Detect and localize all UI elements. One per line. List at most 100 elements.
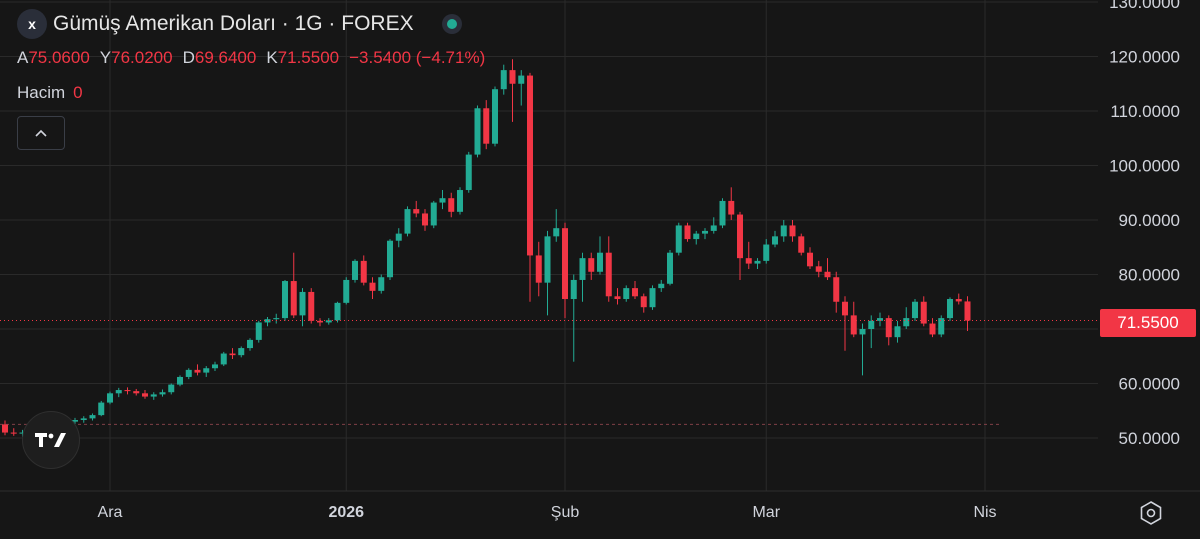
last-price-badge: 71.5500 <box>1100 309 1196 337</box>
candle <box>912 299 918 321</box>
candle-body <box>544 236 551 283</box>
candle-body <box>185 369 192 377</box>
candle-body <box>80 418 87 421</box>
candle <box>387 239 393 280</box>
candle <box>745 241 752 270</box>
candle <box>177 375 183 387</box>
candle-body <box>570 279 577 300</box>
candle <box>588 252 595 280</box>
candle <box>255 320 262 343</box>
candle <box>859 323 866 376</box>
candle-body <box>509 70 516 84</box>
candle-body <box>614 296 621 300</box>
close-label: K <box>266 48 278 67</box>
candle <box>457 187 463 215</box>
candle <box>824 258 831 280</box>
candle-body <box>955 299 962 302</box>
candle-body <box>824 271 831 278</box>
candle-body <box>89 415 96 419</box>
candle <box>194 364 201 376</box>
price-tick-label: 110.0000 <box>1110 102 1180 121</box>
candle-body <box>465 154 472 191</box>
candle-body <box>920 301 927 324</box>
candle <box>10 428 17 436</box>
candle-body <box>299 291 306 316</box>
candle <box>465 151 472 193</box>
candle-body <box>422 213 428 226</box>
candle <box>885 315 892 346</box>
price-axis[interactable]: 50.000060.000070.000080.000090.0000100.0… <box>1109 0 1180 448</box>
candle-body <box>885 318 892 338</box>
high-label: Y <box>99 48 112 67</box>
candle-body <box>763 244 770 261</box>
settings-icon[interactable] <box>1138 500 1164 526</box>
candle-body <box>430 202 437 226</box>
candle <box>553 209 560 242</box>
candle <box>562 222 568 319</box>
close-value: 71.5500 <box>277 48 340 67</box>
candle <box>448 192 455 218</box>
price-tick-label: 50.0000 <box>1119 429 1180 448</box>
candle <box>807 247 813 270</box>
candle-body <box>360 260 367 283</box>
symbol-icon[interactable]: x <box>17 9 47 39</box>
price-tick-label: 80.0000 <box>1119 266 1180 285</box>
candle <box>658 279 665 292</box>
candle <box>369 277 376 300</box>
candle <box>360 255 367 286</box>
candle <box>203 366 210 377</box>
reference-line <box>0 320 1098 425</box>
volume-label: Hacim <box>17 83 66 102</box>
candle-body <box>255 322 262 340</box>
candle-body <box>903 318 910 327</box>
candle-body <box>649 288 656 308</box>
candle <box>334 301 341 323</box>
candle-body <box>553 228 560 237</box>
price-tick-label: 90.0000 <box>1119 211 1180 230</box>
candle-body <box>369 282 376 291</box>
time-tick-label: Ara <box>98 504 123 521</box>
candle <box>544 230 551 316</box>
candle-body <box>273 318 280 320</box>
price-tick-label: 100.0000 <box>1109 157 1180 176</box>
tv-logo-mark <box>35 433 66 447</box>
candle <box>579 252 586 302</box>
candle-body <box>868 320 875 329</box>
low-label: D <box>182 48 195 67</box>
candle-body <box>772 236 778 245</box>
candle <box>352 259 358 283</box>
price-tick-label: 60.0000 <box>1119 375 1180 394</box>
candle <box>964 296 971 331</box>
candle <box>877 312 883 327</box>
high-value: 76.0200 <box>111 48 173 67</box>
candle-body <box>789 225 796 237</box>
candle <box>404 206 411 237</box>
candle <box>98 400 105 417</box>
time-tick-label: Nis <box>973 504 996 521</box>
candle-body <box>413 209 420 214</box>
candle-body <box>640 296 647 308</box>
time-axis[interactable]: Ara 2026 Şub Mar Nis <box>98 504 997 521</box>
collapse-legend-button[interactable] <box>17 116 65 150</box>
candle-body <box>282 281 288 319</box>
candle <box>212 361 218 371</box>
candle-body <box>693 233 700 240</box>
price-tick-label: 130.0000 <box>1109 0 1180 12</box>
candle <box>299 288 306 327</box>
candle <box>317 318 323 327</box>
candle <box>850 301 857 338</box>
market-status-dot-icon[interactable] <box>441 14 462 34</box>
tradingview-logo-icon[interactable] <box>22 411 80 469</box>
candle <box>570 274 577 362</box>
candle-body <box>448 198 455 212</box>
candle-body <box>535 255 542 283</box>
candle-body <box>317 320 323 323</box>
candle <box>903 307 910 329</box>
candle <box>159 389 166 397</box>
candle <box>929 318 936 338</box>
candle-body <box>264 319 271 323</box>
candle-body <box>72 420 78 422</box>
candle <box>89 413 96 421</box>
candle <box>220 351 227 367</box>
